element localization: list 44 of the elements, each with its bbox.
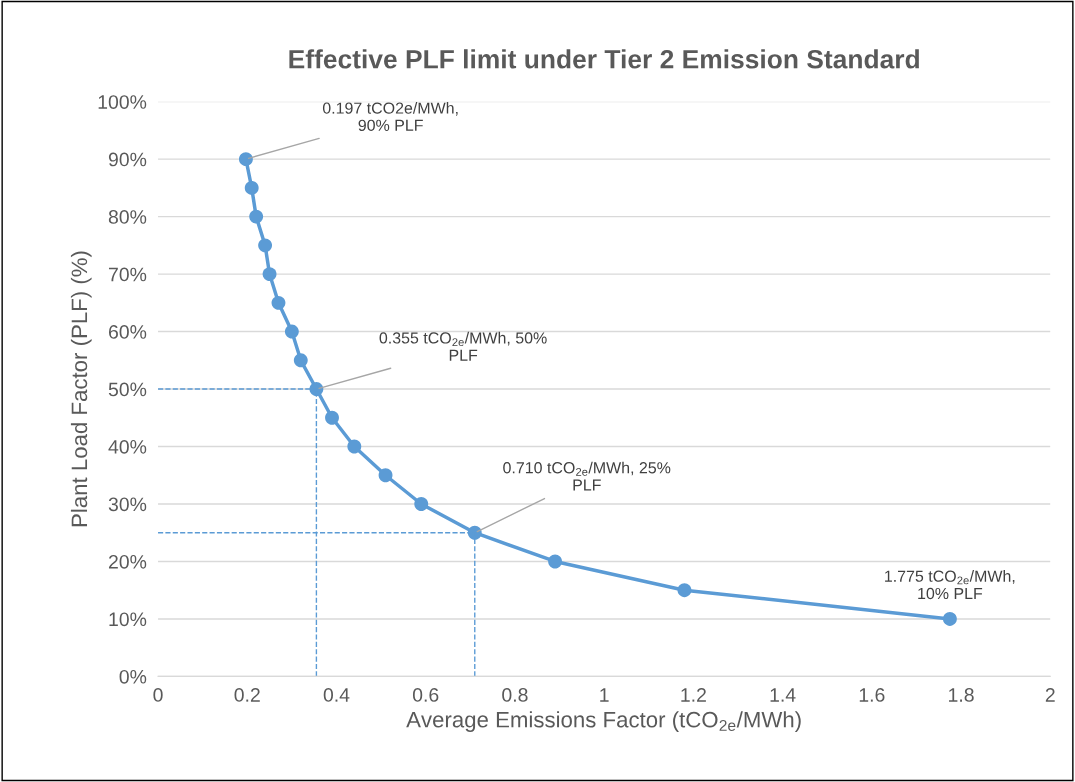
y-tick-label: 0% — [119, 669, 147, 684]
annotation: 0.197 tCO2e/MWh, 90% PLF — [322, 102, 458, 131]
annotation: 1.775 tCO$_{2e}$/MWh, 10% PLF — [885, 570, 1015, 600]
x-tick-label: 1.4 — [770, 688, 796, 702]
y-tick-label: 10% — [109, 612, 147, 627]
x-tick-label: 1.8 — [949, 688, 974, 702]
point — [548, 554, 563, 569]
x-tick-label: 1.6 — [859, 688, 885, 702]
x-tick-label: 0.6 — [412, 688, 439, 702]
point — [244, 180, 259, 195]
point — [293, 353, 308, 368]
annotation: 0.355 tCO$_{2e}$/MWh, 50% PLF — [379, 331, 547, 361]
point — [249, 209, 264, 224]
point — [262, 267, 277, 282]
point — [284, 324, 299, 339]
y-tick-label: 30% — [108, 497, 147, 512]
point — [414, 497, 429, 511]
y-tick-label: 20% — [108, 554, 147, 569]
x-tick-label: 1 — [600, 688, 609, 702]
x-tick-label: 0.2 — [234, 688, 260, 702]
x-tick-label: 0.8 — [502, 688, 528, 702]
chart-title: Effective PLF limit under Tier 2 Emission Standard — [289, 49, 919, 69]
x-axis-title: Average Emissions Factor (tCO$_{2e}$/MWh) — [406, 711, 801, 732]
y-tick-label: 70% — [108, 267, 147, 282]
point — [325, 410, 339, 425]
y-tick-label: 50% — [108, 382, 147, 397]
y-tick-label: 90% — [108, 152, 147, 167]
x-tick-label: 0 — [153, 688, 163, 702]
y-axis-title: Plant Load Factor (PLF) (%) — [70, 251, 92, 527]
y-tick-label: 100% — [98, 95, 147, 109]
y-tick-label: 60% — [108, 325, 147, 339]
point — [942, 612, 957, 626]
x-tick-label: 1.2 — [681, 688, 706, 702]
point — [258, 238, 273, 253]
y-tick-label: 40% — [108, 439, 147, 454]
annotation: 0.710 tCO$_{2e}$/MWh, 25% PLF — [503, 461, 671, 491]
point — [238, 152, 253, 167]
point — [677, 583, 692, 598]
point — [271, 295, 286, 310]
x-tick-label: 2 — [1045, 688, 1055, 702]
x-tick-label: 0.4 — [323, 688, 350, 702]
point — [347, 439, 362, 454]
point — [378, 468, 393, 483]
y-tick-label: 80% — [108, 210, 147, 224]
